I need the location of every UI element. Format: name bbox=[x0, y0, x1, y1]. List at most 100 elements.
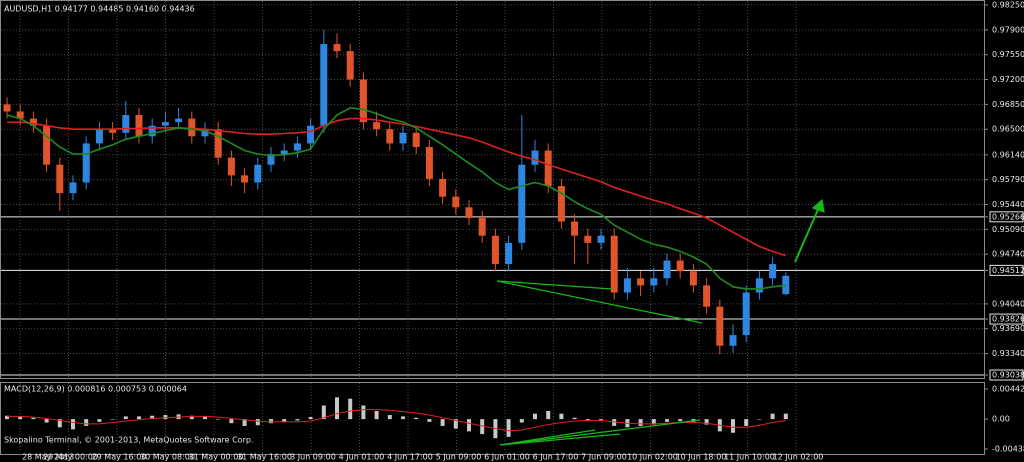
macd-bar bbox=[348, 398, 353, 420]
macd-bar bbox=[189, 415, 194, 420]
candle-body bbox=[135, 115, 143, 137]
macd-bar bbox=[216, 419, 221, 420]
x-tick-label: 7 Jun 09:00 bbox=[581, 453, 627, 462]
macd-panel-frame bbox=[0, 382, 985, 455]
y-tick-label: 0.96850 bbox=[992, 100, 1024, 109]
candle-body bbox=[241, 175, 249, 183]
candle-body bbox=[175, 118, 183, 123]
candle-body bbox=[742, 292, 750, 336]
candle-body bbox=[386, 129, 394, 144]
macd-bar bbox=[295, 419, 300, 421]
candle-body bbox=[518, 164, 526, 243]
y-tick-label: 0.00 bbox=[992, 415, 1010, 424]
trend-line bbox=[496, 280, 703, 324]
macd-bar bbox=[84, 419, 89, 426]
macd-bar bbox=[533, 413, 537, 420]
macd-bar bbox=[599, 419, 603, 421]
macd-bar bbox=[31, 417, 36, 420]
y-tick-label: -0.004388 bbox=[992, 445, 1024, 454]
macd-bar bbox=[453, 419, 458, 429]
y-tick-label: 0.94512 bbox=[992, 266, 1024, 275]
candle-body bbox=[214, 129, 222, 158]
macd-bar bbox=[651, 419, 656, 425]
x-tick-label: 31 May 16:00 bbox=[237, 453, 292, 462]
candle-body bbox=[16, 111, 24, 119]
x-tick-label: 12 Jun 02:00 bbox=[773, 453, 824, 462]
macd-bar bbox=[282, 419, 287, 422]
candle-body bbox=[623, 278, 631, 293]
macd-bar bbox=[57, 419, 62, 428]
candle-body bbox=[425, 146, 433, 179]
y-tick-label: 0.93690 bbox=[992, 324, 1024, 333]
macd-bar bbox=[242, 419, 247, 426]
macd-bar bbox=[5, 415, 9, 420]
macd-bar bbox=[97, 419, 102, 422]
macd-bar bbox=[414, 417, 419, 420]
y-tick-label: 0.97900 bbox=[992, 25, 1024, 34]
candle-body bbox=[478, 217, 486, 236]
candle-body bbox=[557, 186, 565, 222]
level-label-box bbox=[989, 369, 1024, 381]
macd-bar bbox=[123, 416, 128, 420]
y-tick-label: 0.97550 bbox=[992, 50, 1024, 59]
arrow-head bbox=[811, 198, 825, 213]
y-tick-label: 0.98250 bbox=[992, 1, 1024, 10]
macd-bar bbox=[18, 416, 23, 420]
moving-average bbox=[7, 117, 787, 257]
candle-body bbox=[280, 150, 288, 155]
candle-body bbox=[373, 122, 381, 130]
candle-body bbox=[703, 285, 711, 307]
candle-body bbox=[650, 278, 658, 286]
footer: Skopalino Terminal, © 2001-2013, MetaQuo… bbox=[4, 436, 253, 445]
macd-signal bbox=[7, 409, 786, 432]
candle-body bbox=[716, 306, 724, 346]
x-tick-label: 10 Jun 02:00 bbox=[627, 453, 678, 462]
y-tick-label: 0.96500 bbox=[992, 125, 1024, 134]
candle-body bbox=[531, 150, 539, 165]
macd-bar bbox=[401, 416, 405, 420]
macd-bar bbox=[506, 419, 511, 437]
candle-body bbox=[452, 196, 460, 208]
y-tick-label: 0.95440 bbox=[992, 200, 1024, 209]
y-tick-label: 0.93038 bbox=[992, 371, 1024, 380]
macd-bar bbox=[150, 415, 155, 420]
macd-bar bbox=[572, 417, 577, 420]
candle-body bbox=[122, 115, 130, 133]
x-tick-label: 4 Jun 17:00 bbox=[387, 453, 433, 462]
macd-bar bbox=[704, 419, 709, 425]
candle-body bbox=[161, 122, 169, 126]
macd-bar bbox=[678, 419, 683, 422]
macd-bar bbox=[71, 419, 75, 430]
candle-body bbox=[56, 164, 64, 194]
macd-trend-line bbox=[499, 429, 596, 446]
candle-body bbox=[755, 278, 763, 293]
candle-body bbox=[610, 235, 618, 293]
x-tick-label: 31 May 00:00 bbox=[189, 453, 244, 462]
candle-body bbox=[359, 79, 367, 123]
candle-body bbox=[267, 154, 275, 165]
level-label-box bbox=[989, 211, 1024, 223]
macd-bar bbox=[519, 419, 524, 423]
macd-title: MACD(12,26,9) 0.000816 0.000753 0.000064 bbox=[4, 385, 187, 394]
y-tick-label: 0.95266 bbox=[992, 212, 1024, 221]
candle-body bbox=[689, 271, 697, 286]
x-tick-label: 6 Jun 01:00 bbox=[484, 453, 530, 462]
moving-average bbox=[6, 107, 786, 290]
macd-bar bbox=[321, 405, 326, 420]
x-tick-label: 30 May 08:00 bbox=[140, 453, 195, 462]
candle-body bbox=[769, 264, 777, 279]
candle-body bbox=[227, 157, 235, 176]
macd-bar bbox=[110, 419, 115, 420]
candle-body bbox=[307, 125, 315, 144]
macd-bar bbox=[744, 419, 749, 426]
candle-body bbox=[43, 125, 51, 165]
arrow-shaft bbox=[794, 204, 821, 263]
candle-body bbox=[346, 51, 354, 80]
y-tick-label: 0.93340 bbox=[992, 349, 1024, 358]
x-tick-label: 4 Jun 01:00 bbox=[339, 453, 385, 462]
y-tick-label: 0.93826 bbox=[992, 315, 1024, 324]
candle-body bbox=[584, 235, 592, 243]
candle-body bbox=[663, 260, 671, 279]
x-tick-label: 29 May 16:00 bbox=[92, 453, 147, 462]
